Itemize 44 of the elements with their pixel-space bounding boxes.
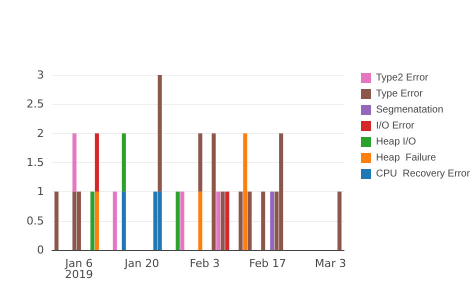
legend-label: I/O Error bbox=[376, 120, 416, 132]
bar bbox=[112, 192, 117, 250]
bar bbox=[198, 192, 202, 250]
legend-label: CPU Recovery Error bbox=[376, 168, 471, 180]
bar bbox=[220, 192, 225, 250]
bar bbox=[72, 133, 76, 192]
bar bbox=[158, 75, 162, 192]
x-tick-label: Mar 3 bbox=[314, 257, 346, 270]
bar bbox=[122, 192, 126, 250]
legend-label: Type Error bbox=[376, 88, 424, 100]
bar bbox=[90, 192, 94, 250]
legend-label: Segmenatation bbox=[376, 104, 444, 116]
legend-label: Heap Failure bbox=[376, 152, 436, 164]
bar bbox=[337, 192, 342, 250]
y-tick-label: 1.5 bbox=[26, 156, 44, 169]
y-tick-label: 1 bbox=[37, 185, 44, 198]
bar bbox=[216, 192, 220, 250]
bar bbox=[198, 133, 202, 192]
bar bbox=[225, 192, 230, 250]
bar bbox=[238, 192, 243, 250]
x-tick-label: Jan 20 bbox=[124, 257, 160, 270]
bar bbox=[54, 192, 59, 250]
y-tick-label: 0 bbox=[37, 244, 44, 256]
bar bbox=[94, 133, 99, 192]
bar bbox=[94, 192, 99, 250]
y-tick-label: 2 bbox=[37, 126, 44, 140]
x-tick-label: Feb 3 bbox=[190, 257, 220, 270]
bar bbox=[176, 192, 180, 250]
y-tick-label: 0.5 bbox=[26, 214, 44, 228]
bar bbox=[158, 192, 162, 250]
legend-label: Type2 Error bbox=[376, 72, 429, 84]
bar bbox=[76, 192, 81, 250]
y-tick-label: 3 bbox=[37, 68, 44, 82]
x-tick-label: Feb 17 bbox=[249, 257, 286, 270]
legend-label: Heap I/O bbox=[376, 136, 416, 148]
bar bbox=[122, 133, 126, 192]
x-tick-label: Jan 6 2019 bbox=[64, 257, 93, 281]
bar bbox=[270, 192, 274, 250]
y-tick-label: 2.5 bbox=[26, 98, 44, 111]
bar bbox=[212, 133, 216, 250]
bar bbox=[180, 192, 184, 250]
bar bbox=[243, 133, 248, 250]
bar bbox=[261, 192, 266, 250]
bar bbox=[248, 192, 252, 250]
